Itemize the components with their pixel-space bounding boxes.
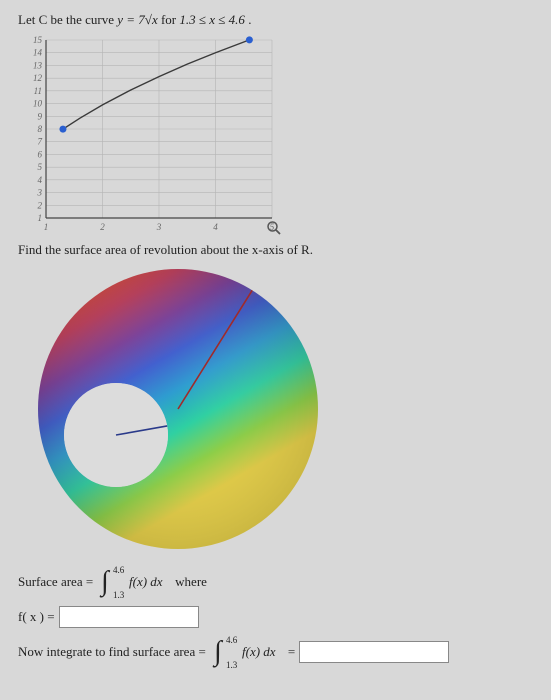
problem-statement: Let C be the curve y = 7√x for 1.3 ≤ x ≤… <box>18 12 533 28</box>
svg-text:4: 4 <box>213 222 218 232</box>
svg-text:9: 9 <box>38 111 43 121</box>
svg-text:12: 12 <box>33 73 43 83</box>
problem-range: 1.3 ≤ x ≤ 4.6 <box>179 12 245 27</box>
result-input[interactable] <box>299 641 449 663</box>
problem-suffix: . <box>248 12 251 27</box>
problem-range-prefix: for <box>161 12 179 27</box>
fx-row: f( x ) = <box>18 606 533 628</box>
svg-text:3: 3 <box>156 222 162 232</box>
svg-text:1: 1 <box>38 213 43 223</box>
problem-equation: y = 7√x <box>117 12 157 27</box>
int2-lower: 1.3 <box>226 660 238 670</box>
svg-text:6: 6 <box>38 149 43 159</box>
magnify-icon[interactable] <box>266 220 282 240</box>
problem-prefix: Let C be the curve <box>18 12 117 27</box>
svg-text:11: 11 <box>34 86 42 96</box>
fx-label: f( x ) = <box>18 609 55 625</box>
now-integrate-row: Now integrate to find surface area = ∫ 4… <box>18 634 533 670</box>
svg-text:10: 10 <box>33 99 43 109</box>
svg-text:∫: ∫ <box>212 636 224 668</box>
int1-upper: 4.6 <box>113 565 125 575</box>
svg-text:1: 1 <box>44 222 49 232</box>
int2-integrand: f(x) dx <box>242 644 276 659</box>
svg-text:8: 8 <box>38 124 43 134</box>
revolution-svg <box>18 264 338 554</box>
integral-1: ∫ 4.6 1.3 f(x) dx <box>97 564 171 600</box>
svg-text:2: 2 <box>38 200 43 210</box>
revolution-figure <box>18 264 338 554</box>
now-integrate-label: Now integrate to find surface area = <box>18 644 206 660</box>
svg-text:13: 13 <box>33 60 43 70</box>
int1-lower: 1.3 <box>113 590 125 600</box>
svg-text:4: 4 <box>38 175 43 185</box>
surface-area-formula: Surface area = ∫ 4.6 1.3 f(x) dx where <box>18 564 533 600</box>
equals-text: = <box>288 644 295 660</box>
svg-text:3: 3 <box>37 188 43 198</box>
surface-area-label: Surface area = <box>18 574 93 590</box>
svg-text:5: 5 <box>38 162 43 172</box>
svg-text:15: 15 <box>33 35 43 45</box>
integral-2: ∫ 4.6 1.3 f(x) dx <box>210 634 284 670</box>
instruction-text: Find the surface area of revolution abou… <box>18 242 533 258</box>
curve-chart: 12345678910111213141512345 <box>18 34 278 234</box>
where-text: where <box>175 574 207 590</box>
fx-input[interactable] <box>59 606 199 628</box>
curve-chart-svg: 12345678910111213141512345 <box>18 34 278 234</box>
svg-text:7: 7 <box>38 137 43 147</box>
int2-upper: 4.6 <box>226 635 238 645</box>
svg-text:14: 14 <box>33 48 43 58</box>
int1-integrand: f(x) dx <box>129 574 163 589</box>
svg-text:2: 2 <box>100 222 105 232</box>
svg-text:∫: ∫ <box>99 566 111 598</box>
